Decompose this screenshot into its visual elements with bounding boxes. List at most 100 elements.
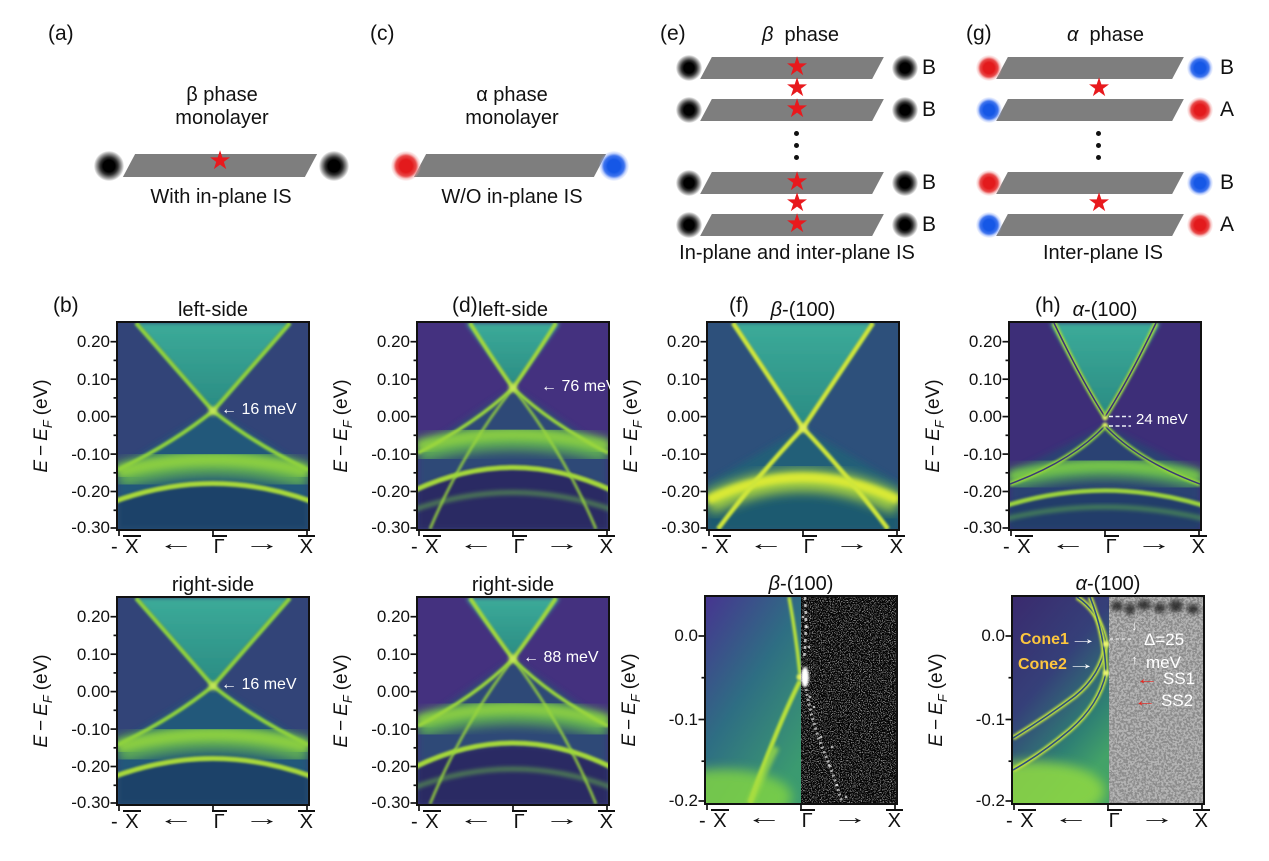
plot-title: left-side — [177, 299, 249, 321]
y-tick-label: -0.30 — [71, 793, 110, 812]
panel-label-b: (b) — [53, 294, 79, 317]
y-tick-label: -0.1 — [668, 710, 698, 729]
y-tick-label: -0.20 — [371, 482, 410, 501]
inversion-center-star-icon: ★ — [785, 93, 809, 123]
cone2-annotation: Cone2→ — [1018, 656, 1096, 673]
x-label-minus-x: - X — [111, 535, 141, 558]
panel-d-bottom-plot: right-side E−EF(eV) 0.20 0.10 0.00 -0.10… — [331, 574, 623, 849]
y-tick-label: -0.2 — [975, 791, 1005, 810]
x-label-gamma: Γ — [211, 810, 227, 833]
panel-label-c: (c) — [370, 22, 395, 45]
vertical-ellipsis-dot — [794, 155, 799, 160]
layer-label: B — [922, 171, 937, 194]
inversion-center-star-icon: ★ — [785, 72, 809, 102]
plot-title: left-side — [477, 299, 549, 321]
y-tick-label: 0.00 — [666, 407, 700, 426]
edge-atom-black — [319, 151, 349, 181]
x-label-x: X — [297, 810, 315, 833]
edge-atom-red — [391, 151, 421, 181]
panel-g-caption: Inter-plane IS — [1042, 242, 1164, 264]
y-tick-label: 0.00 — [968, 407, 1002, 426]
plot-title: α-(100) — [1072, 299, 1138, 321]
band-structure-spectrum — [418, 598, 608, 804]
y-tick-label: 0.20 — [376, 332, 410, 351]
y-tick-label: 0.20 — [666, 332, 700, 351]
y-tick-label: -0.10 — [371, 445, 410, 464]
right-arrow-icon: → — [832, 807, 869, 829]
left-arrow-icon: ← — [158, 533, 195, 555]
band-structure-spectrum — [1013, 597, 1203, 803]
plot-title: β-(100) — [768, 573, 834, 595]
y-tick-label: 0.0 — [981, 626, 1005, 645]
x-label-x: X — [297, 535, 315, 558]
x-label-x: X — [1189, 535, 1207, 558]
panel-label-g: (g) — [966, 22, 992, 45]
x-label-gamma: Γ — [1106, 809, 1122, 832]
edge-atom-black — [676, 170, 702, 196]
right-arrow-icon: → — [244, 808, 281, 830]
right-arrow-icon: → — [244, 533, 281, 555]
plot-title: right-side — [471, 574, 555, 596]
y-tick-label: -0.30 — [661, 518, 700, 537]
left-arrow-icon: ← — [1133, 693, 1157, 710]
gap-annotation: ← 16 meV — [221, 401, 297, 418]
y-tick-label: 0.20 — [76, 332, 110, 351]
x-label-gamma: Γ — [511, 810, 527, 833]
panel-label-h: (h) — [1035, 294, 1061, 317]
y-tick-label: 0.00 — [76, 407, 110, 426]
ss1-annotation: ← SS1 — [1135, 669, 1196, 688]
edge-atom-black — [892, 170, 918, 196]
left-arrow-icon: ← — [1050, 533, 1087, 555]
y-tick-label: 0.10 — [968, 370, 1002, 389]
y-tick-label: -0.10 — [71, 445, 110, 464]
left-arrow-icon: ← — [458, 533, 495, 555]
vertical-ellipsis-dot — [1096, 143, 1101, 148]
ss2-annotation: ← SS2 — [1133, 691, 1194, 710]
y-tick-label: -0.30 — [371, 518, 410, 537]
panel-a-title: β phase monolayer — [175, 84, 269, 129]
panel-a-caption: With in-plane IS — [150, 186, 292, 208]
y-tick-label: -0.2 — [668, 791, 698, 810]
x-label-minus-x: - X — [411, 810, 441, 833]
panel-f-bottom-plot: β-(100) E−EF(eV) 0.0 -0.1 -0.2 — [619, 573, 911, 848]
x-label-minus-x: - X — [701, 535, 731, 558]
panel-g-title: α phase — [1066, 24, 1145, 46]
x-axis-labels: - X ← Γ → X — [1006, 807, 1210, 833]
left-arrow-icon: ← — [746, 807, 783, 829]
edge-atom-red — [976, 170, 1002, 196]
x-label-x: X — [885, 809, 903, 832]
edge-atom-black — [94, 151, 124, 181]
panel-b-top-plot: left-side E−EF(eV) 0.20 0.10 0.00 -0.10 … — [31, 299, 323, 574]
delta-unit-annotation: meV — [1146, 653, 1181, 672]
y-tick-label: -0.20 — [371, 757, 410, 776]
panel-c-title: α phase monolayer — [465, 84, 559, 129]
inversion-center-star-icon: ★ — [785, 51, 809, 81]
inversion-center-star-icon: ★ — [208, 145, 232, 175]
x-axis-labels: - X ← Γ → X — [411, 533, 615, 559]
edge-atom-black — [676, 55, 702, 81]
layer-label: B — [922, 56, 937, 79]
x-label-gamma: Γ — [1103, 535, 1119, 558]
y-tick-label: 0.20 — [968, 332, 1002, 351]
edge-atom-black — [676, 97, 702, 123]
inversion-center-star-icon: ★ — [785, 187, 809, 217]
edge-atom-black — [892, 55, 918, 81]
x-label-gamma: Γ — [511, 535, 527, 558]
layer-label: B — [1220, 56, 1235, 79]
y-tick-label: 0.00 — [76, 682, 110, 701]
x-label-minus-x: - X — [411, 535, 441, 558]
gap-annotation: ← 76 meV — [541, 378, 617, 395]
edge-atom-blue — [1187, 170, 1213, 196]
vertical-ellipsis-dot — [794, 143, 799, 148]
band-structure-spectrum — [706, 597, 896, 803]
inversion-center-star-icon: ★ — [785, 166, 809, 196]
panel-h-top-plot: α-(100) E−EF(eV) 0.20 0.10 0.00 -0.10 -0… — [923, 299, 1215, 574]
x-axis-labels: - X ← Γ → X — [699, 807, 903, 833]
edge-atom-black — [676, 212, 702, 238]
plot-title: right-side — [171, 574, 255, 596]
band-structure-spectrum — [118, 598, 308, 804]
x-axis-labels: - X ← Γ → X — [111, 533, 315, 559]
vertical-ellipsis-dot — [1096, 155, 1101, 160]
right-arrow-icon: → — [1066, 656, 1096, 673]
